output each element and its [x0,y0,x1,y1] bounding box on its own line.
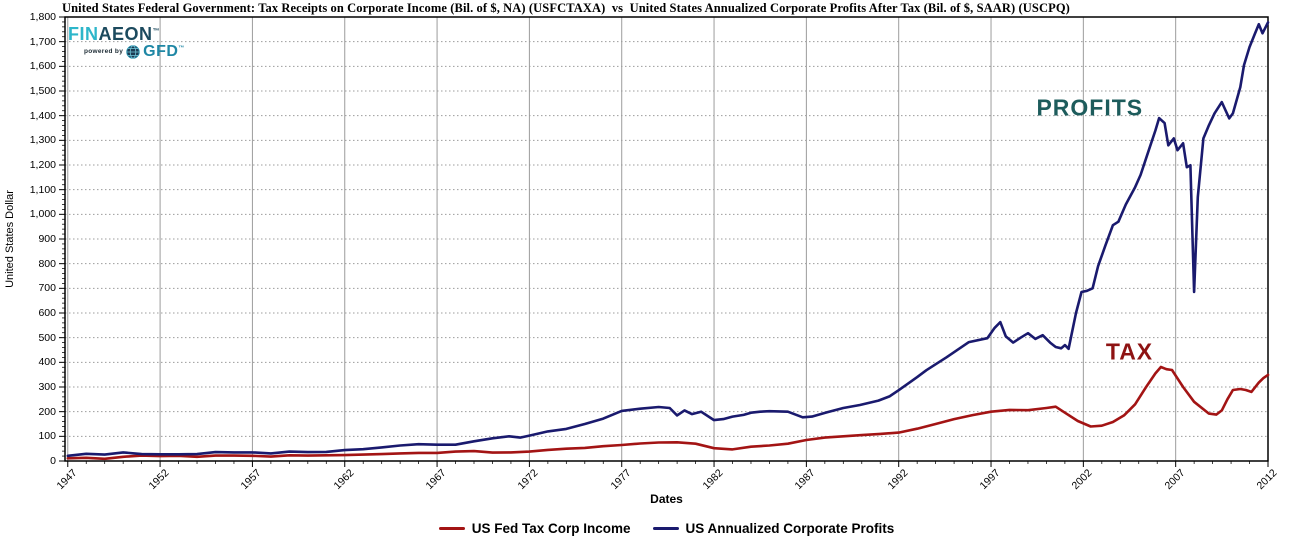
chart-legend: US Fed Tax Corp Income US Annualized Cor… [65,521,1268,536]
tax-annotation: TAX [1105,338,1154,365]
y-tick-label: 1,400 [29,109,56,122]
legend-label: US Annualized Corporate Profits [685,521,895,536]
finaeon-wordmark: FINAEON™ [68,25,185,43]
powered-by-gfd: powered by GFD™ [84,44,185,60]
profits-line [66,21,1270,458]
legend-label: US Fed Tax Corp Income [471,521,631,536]
y-tick-label: 1,000 [29,208,56,221]
x-axis-title: Dates [650,492,683,506]
y-tick-label: 200 [38,405,56,418]
y-tick-label: 1,500 [29,85,56,97]
y-tick-label: 600 [38,307,56,319]
y-tick-label: 1,300 [29,134,56,147]
chart-title: United States Federal Government: Tax Re… [62,1,1070,15]
y-tick-label: 1,600 [29,60,56,73]
y-tick-label: 1,700 [29,35,56,48]
y-tick-label: 300 [38,381,56,393]
y-tick-label: 1,200 [29,159,56,171]
y-tick-label: 900 [38,233,56,245]
legend-item-tax: US Fed Tax Corp Income [438,521,631,536]
y-tick-label: 1,100 [29,183,56,196]
profits-annotation: PROFITS [1036,94,1144,121]
y-tick-label: 400 [38,356,56,369]
logo-aeon-text: AEON [98,24,153,44]
y-tick-label: 700 [38,282,56,295]
y-tick-label: 0 [50,455,56,467]
trademark-symbol: ™ [152,28,161,35]
y-axis-title: United States Dollar [4,190,16,288]
profits-line-swatch [652,527,679,530]
tax-line-swatch [438,527,465,530]
logo-fin-text: FIN [68,24,99,44]
plot-border [64,16,1269,462]
globe-icon [126,45,140,59]
y-tick-label: 1,800 [29,11,56,23]
y-tick-label: 500 [38,331,56,344]
y-tick-label: 800 [38,257,56,270]
finaeon-logo: FINAEON™ powered by GFD™ [68,25,185,60]
legend-item-profits: US Annualized Corporate Profits [652,521,895,536]
y-tick-label: 100 [38,430,56,443]
tax-line [66,365,1270,461]
gfd-text: GFD™ [143,43,185,60]
trademark-symbol: ™ [178,45,185,52]
powered-by-text: powered by [84,47,124,55]
